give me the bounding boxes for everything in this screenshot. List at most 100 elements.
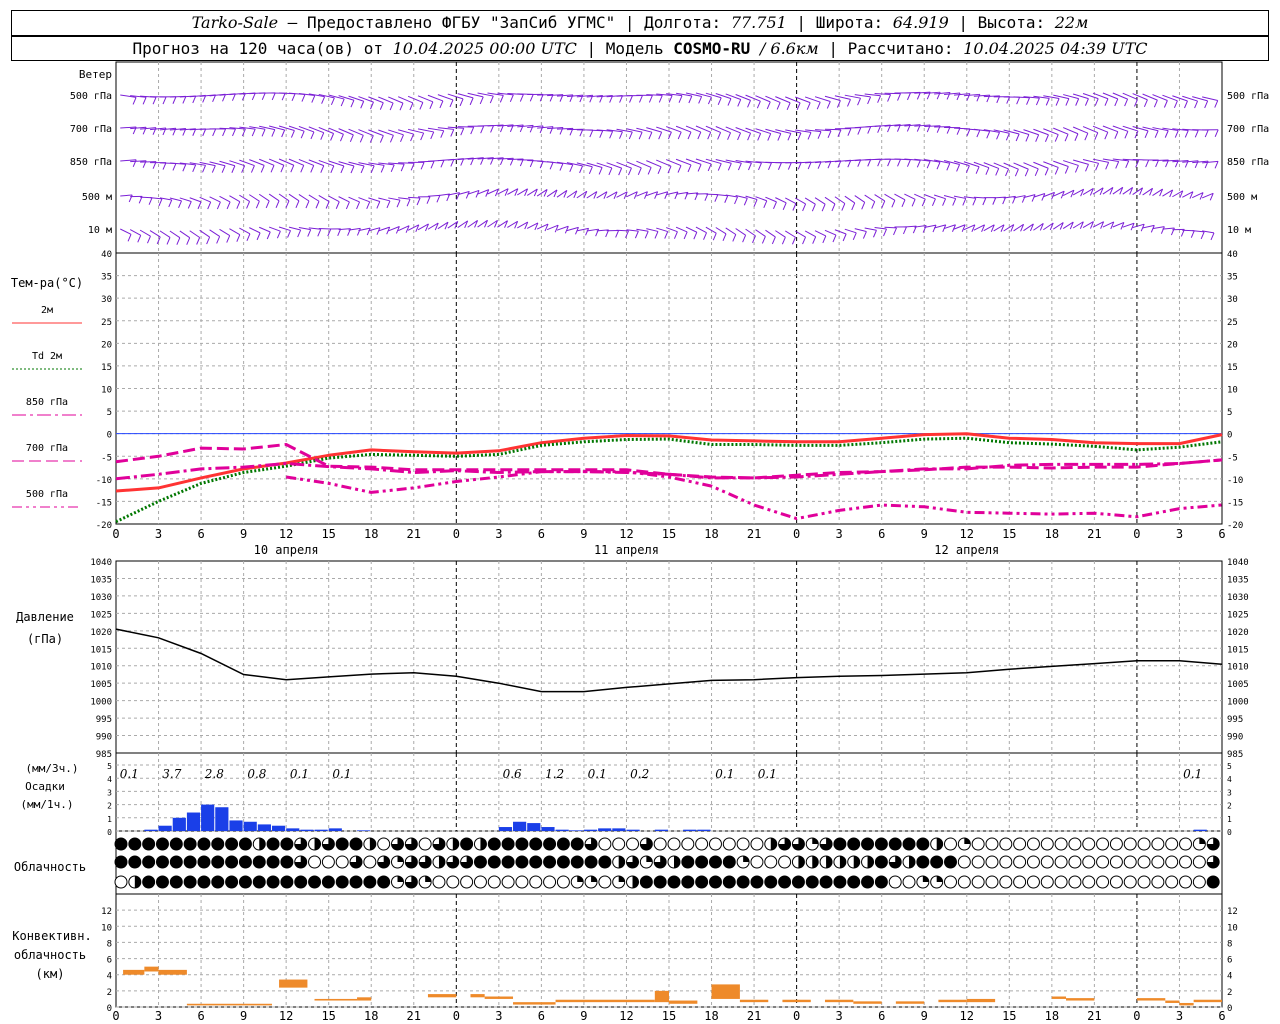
wind-barb <box>1112 186 1124 195</box>
day-label: 12 апреля <box>934 543 999 557</box>
wind-barb-feather <box>782 202 787 210</box>
cloud-symbol-fill <box>433 837 446 850</box>
wind-barb-feather <box>831 203 836 212</box>
cloud-symbol <box>321 855 335 869</box>
wind-barb-feather <box>559 163 564 171</box>
header-forecast-row: Прогноз на 120 часа(ов) от 10.04.2025 00… <box>11 36 1269 61</box>
wind-barb <box>338 161 355 167</box>
wind-barb <box>358 96 374 103</box>
cloud-symbol <box>473 855 487 869</box>
wind-barb <box>338 95 355 101</box>
wind-barb-feather <box>1026 97 1031 105</box>
cloud-symbol <box>377 837 391 851</box>
wind-barb-feather <box>1029 223 1034 232</box>
wind-barb-feather <box>1074 133 1079 141</box>
wind-barb <box>556 225 569 231</box>
wind-barb <box>437 193 450 197</box>
wind-barb <box>1142 126 1159 132</box>
wind-barb-feather <box>360 101 365 109</box>
wind-barb <box>328 195 340 203</box>
wind-barb <box>209 161 226 167</box>
wind-barb-feather <box>1210 232 1215 241</box>
wind-barb <box>1082 187 1094 195</box>
wind-barb-feather <box>460 128 465 136</box>
cloud-symbol-fill <box>964 838 971 844</box>
wind-barb <box>864 194 875 203</box>
wind-barb-feather <box>1000 224 1005 232</box>
cloud-symbol-fill <box>1207 855 1220 868</box>
precip-3h-sum: 3.7 <box>162 767 181 781</box>
wind-barb <box>715 194 728 197</box>
wind-barb-feather <box>310 165 315 173</box>
cloud-symbol <box>543 875 557 889</box>
conv-hour-label: 12 <box>619 1009 633 1023</box>
wind-barb <box>378 162 395 166</box>
wind-barb-feather <box>549 162 554 170</box>
wind-barb <box>388 226 400 232</box>
wind-barb-feather <box>743 198 748 206</box>
wind-barb-feather <box>902 226 907 235</box>
hour-tick-label: 0 <box>112 527 119 541</box>
wind-barb <box>646 191 658 197</box>
wind-barb-feather <box>1099 187 1104 195</box>
cloud-symbol <box>197 875 211 889</box>
cloud-symbol <box>363 875 377 889</box>
wind-barb <box>427 127 444 132</box>
wind-barb <box>646 127 662 133</box>
conv-cloud-bar <box>824 999 854 1003</box>
wind-barb <box>378 226 390 232</box>
hour-tick-label: 0 <box>793 527 800 541</box>
wind-barb <box>457 93 474 99</box>
hour-tick-label: 12 <box>619 527 633 541</box>
wind-barb <box>745 160 762 164</box>
wind-barb-feather <box>615 230 620 238</box>
cloud-symbol <box>764 875 778 889</box>
cloud-symbol-fill <box>377 855 390 868</box>
wind-barb <box>547 126 564 130</box>
wind-barb-feather <box>952 224 956 232</box>
wind-barb <box>944 92 961 96</box>
wind-level-label: 850 гПа <box>70 157 112 168</box>
cloud-symbol <box>211 837 225 851</box>
wind-barb <box>417 128 434 133</box>
pres-tick-right: 1020 <box>1227 628 1249 638</box>
wind-barb <box>685 192 699 195</box>
wind-barb <box>219 228 230 237</box>
wind-barb-feather <box>1135 160 1140 168</box>
hour-tick-label: 21 <box>747 527 761 541</box>
cloud-symbol <box>722 837 736 851</box>
wind-barb-feather <box>966 128 971 137</box>
wind-barb-feather <box>1174 130 1179 138</box>
wind-barb <box>596 191 608 199</box>
wind-barb-feather <box>320 132 325 140</box>
precip-bar <box>569 830 583 831</box>
cloud-symbol <box>211 855 225 869</box>
cloud-symbol <box>1068 875 1082 889</box>
wind-barb <box>1013 96 1030 99</box>
wind-barb <box>904 124 921 127</box>
cloud-symbol <box>1054 855 1068 869</box>
conv-tick-left: 2 <box>107 988 112 998</box>
wind-barb-feather <box>972 198 977 206</box>
wind-barb-feather <box>166 237 171 245</box>
wind-barb <box>239 194 250 202</box>
hour-tick-label: 21 <box>1087 527 1101 541</box>
prec-tick-left: 0 <box>107 828 112 837</box>
wind-barb-feather <box>454 221 459 229</box>
wind-barb <box>378 129 394 136</box>
cloud-symbol <box>1096 875 1110 889</box>
temp-tick-right: 25 <box>1227 318 1238 328</box>
wind-level-label: 700 гПа <box>70 124 112 135</box>
precip-3h-sum: 0.1 <box>758 767 777 781</box>
wind-barb <box>1013 129 1030 135</box>
wind-barb <box>805 129 822 133</box>
wind-barb <box>338 196 350 203</box>
wind-barb-feather <box>549 126 554 134</box>
cloud-symbol <box>861 837 875 851</box>
wind-barb-feather <box>470 126 475 135</box>
wind-barb-feather <box>871 201 876 209</box>
precip-bar <box>357 830 371 831</box>
wind-barb <box>526 222 539 229</box>
wind-barb <box>358 129 374 137</box>
cloud-symbol <box>473 875 487 889</box>
